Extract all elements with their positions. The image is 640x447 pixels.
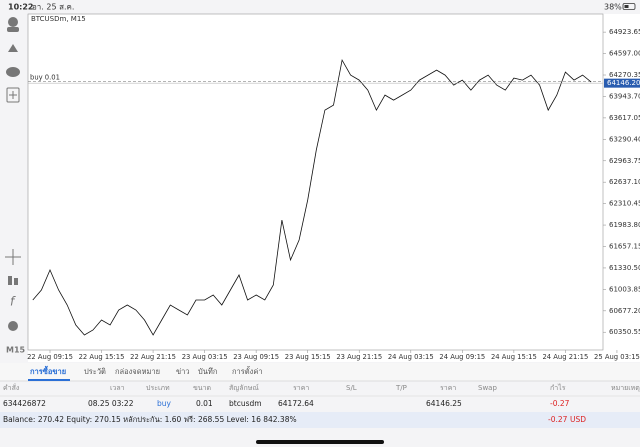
y-tick-label: 64597.00 [609, 50, 640, 58]
column-header: ราคา [440, 384, 456, 392]
table-cell: 64172.64 [278, 399, 314, 408]
summary-currency: USD [570, 415, 586, 424]
crosshair-icon[interactable] [5, 249, 21, 265]
x-tick-label: 24 Aug 15:15 [491, 353, 537, 361]
status-battery: 38% [604, 3, 622, 12]
candles-icon-2 [14, 278, 18, 285]
column-header: ราคา [293, 384, 309, 392]
toolbar: f [5, 17, 21, 331]
y-tick-label: 63943.70 [609, 92, 640, 100]
tab[interactable]: ประวัติ [84, 367, 106, 376]
x-tick-label: 23 Aug 09:15 [233, 353, 279, 361]
table-cell: btcusdm [229, 399, 262, 408]
column-header: ขนาด [193, 384, 211, 392]
column-header: ประเภท [146, 384, 170, 392]
table-cell: -0.27 [550, 399, 570, 408]
y-tick-label: 61657.15 [609, 242, 640, 250]
objects-icon[interactable] [8, 321, 18, 331]
x-tick-label: 23 Aug 03:15 [182, 353, 228, 361]
new-order-icon[interactable] [6, 87, 20, 103]
trade-icon[interactable] [8, 44, 18, 52]
battery-level [624, 5, 629, 8]
tab-bar [0, 363, 640, 381]
table-cell: buy [157, 399, 172, 408]
candles-icon[interactable] [8, 276, 12, 285]
x-tick-label: 24 Aug 21:15 [542, 353, 588, 361]
home-indicator [256, 440, 384, 444]
active-tab-underline [28, 379, 70, 381]
table-cell: 0.01 [196, 399, 213, 408]
chat-icon[interactable] [6, 67, 20, 77]
y-tick-label: 63290.40 [609, 135, 640, 143]
column-header: Swap [478, 384, 497, 392]
column-header: กำไร [550, 383, 566, 392]
y-tick-label: 61983.80 [609, 221, 640, 229]
new-order-plus [9, 91, 17, 99]
table-cell: 64146.25 [426, 399, 462, 408]
column-header: หมายเหตุ [611, 384, 640, 392]
tab[interactable]: ข่าว [176, 367, 190, 376]
summary-text: Balance: 270.42 Equity: 270.15 หลักประกั… [3, 415, 297, 424]
y-tick-label: 60350.55 [609, 328, 640, 336]
y-tick-label: 63617.05 [609, 114, 640, 122]
indicator-icon[interactable]: f [10, 295, 16, 309]
column-header: S/L [346, 384, 357, 392]
x-tick-label: 22 Aug 21:15 [130, 353, 176, 361]
y-tick-label: 61330.50 [609, 264, 640, 272]
y-tick-label: 64923.65 [609, 28, 640, 36]
summary-row [0, 412, 640, 428]
price-tag-label: 64146.20 [607, 79, 640, 87]
x-tick-label: 23 Aug 15:15 [285, 353, 331, 361]
price-line [32, 58, 592, 336]
x-tick-label: 23 Aug 21:15 [336, 353, 382, 361]
status-date: อา. 25 ส.ค. [32, 3, 74, 12]
timeframe[interactable]: M15 [6, 346, 26, 355]
battery-icon [622, 3, 636, 10]
price-tag [604, 78, 640, 88]
status-time: 10:22 [8, 3, 33, 12]
x-tick-label: 22 Aug 09:15 [27, 353, 73, 361]
y-tick-label: 62963.75 [609, 157, 640, 165]
tab[interactable]: การตั้งค่า [232, 366, 263, 376]
tab[interactable]: กล่องจดหมาย [115, 367, 160, 376]
x-tick-label: 22 Aug 15:15 [79, 353, 125, 361]
chart-title: BTCUSDm, M15 [31, 15, 86, 23]
chart-panel [28, 14, 640, 362]
y-tick-label: 60677.20 [609, 307, 640, 315]
column-header: เวลา [110, 384, 125, 392]
column-header: T/P [395, 384, 407, 392]
column-header: คำสั่ง [3, 383, 19, 392]
table-cell: 634426872 [3, 399, 46, 408]
x-tick-label: 24 Aug 09:15 [439, 353, 485, 361]
order-label: buy 0.01 [30, 73, 60, 81]
account-icon[interactable] [8, 17, 18, 27]
x-tick-label: 24 Aug 03:15 [388, 353, 434, 361]
y-tick-label: 64270.35 [609, 71, 640, 79]
summary-profit: -0.27 [548, 415, 568, 424]
y-tick-label: 61003.85 [609, 285, 640, 293]
tab[interactable]: การซื้อขาย [30, 365, 66, 376]
table-cell: 08.25 03:22 [88, 399, 134, 408]
y-tick-label: 62310.45 [609, 200, 640, 208]
account-icon-body [7, 27, 19, 32]
x-tick-label: 25 Aug 03:15 [594, 353, 640, 361]
column-header: สัญลักษณ์ [229, 384, 259, 392]
y-tick-label: 62637.10 [609, 178, 640, 186]
tab[interactable]: บันทึก [198, 367, 217, 376]
